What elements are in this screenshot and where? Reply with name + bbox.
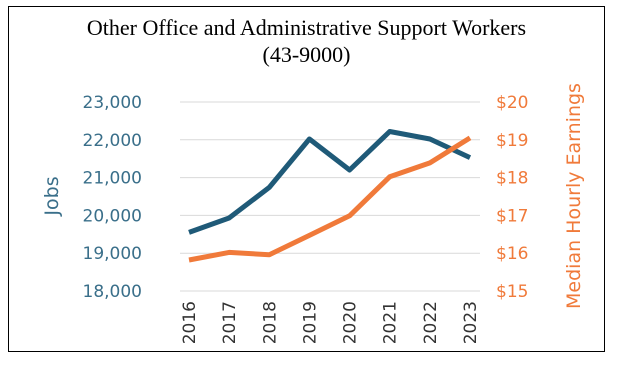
y2-tick-label: $17 [496, 206, 528, 226]
y2-tick-label: $18 [496, 169, 528, 189]
series-lines [188, 129, 472, 263]
x-tick-label: 2021 [381, 301, 401, 344]
x-tick-label: 2022 [421, 301, 441, 344]
y2-tick-label: $20 [496, 93, 528, 113]
y-tick-label: 23,000 [83, 93, 142, 113]
chart-frame [8, 6, 605, 352]
chart-title: Other Office and Administrative Support … [8, 14, 605, 68]
chart-title-line-2: (43-9000) [262, 42, 351, 67]
y-tick-label: 18,000 [83, 282, 142, 302]
x-tick-label: 2023 [461, 301, 481, 344]
y-tick-label: 19,000 [83, 244, 142, 264]
x-tick-label: 2019 [300, 301, 320, 344]
y2-axis-label: Median Hourly Earnings [563, 83, 585, 309]
y-axis-label: Jobs [41, 176, 63, 216]
x-tick-label: 2017 [220, 301, 240, 344]
grid-lines [180, 101, 480, 292]
left-axis-ticks: 18,000 19,000 20,000 21,000 22,000 23,000 [83, 93, 142, 302]
y2-tick-label: $15 [496, 282, 528, 302]
x-tick-label: 2020 [341, 301, 361, 344]
right-axis-ticks: $15 $16 $17 $18 $19 $20 [496, 93, 528, 302]
chart-title-line-1: Other Office and Administrative Support … [86, 15, 527, 40]
x-axis-ticks: 2016 2017 2018 2019 2020 2021 2022 2023 [180, 301, 481, 344]
y-tick-label: 20,000 [83, 206, 142, 226]
x-tick-label: 2018 [260, 301, 280, 344]
y-tick-label: 21,000 [83, 169, 142, 189]
x-tick-label: 2016 [180, 301, 200, 344]
series-line-jobs [188, 129, 472, 235]
series-line-earnings [188, 135, 472, 263]
y2-tick-label: $16 [496, 244, 528, 264]
y2-tick-label: $19 [496, 131, 528, 151]
y-tick-label: 22,000 [83, 131, 142, 151]
